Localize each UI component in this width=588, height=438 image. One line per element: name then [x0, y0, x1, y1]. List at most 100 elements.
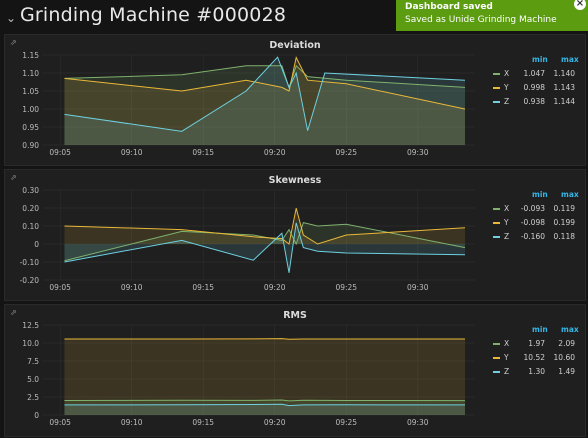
x-tick-label: 09:05 — [49, 283, 71, 292]
y-tick-label: 0 — [34, 240, 39, 249]
y-tick-label: 1.05 — [22, 87, 39, 96]
x-tick-label: 09:10 — [121, 148, 143, 157]
legend-header-max[interactable]: max — [561, 55, 579, 64]
series-x-area — [64, 65, 465, 145]
series-y-line — [64, 208, 466, 245]
legend-swatch[interactable] — [493, 371, 500, 373]
x-tick-label: 09:30 — [407, 418, 429, 427]
external-link-icon[interactable]: ⇗ — [10, 173, 17, 182]
legend-swatch[interactable] — [493, 73, 500, 75]
x-tick-label: 09:25 — [335, 148, 357, 157]
legend-header-min[interactable]: min — [532, 55, 548, 64]
x-tick-label: 09:25 — [335, 418, 357, 427]
x-tick-label: 09:20 — [264, 418, 286, 427]
series-y-area — [64, 208, 465, 244]
legend-swatch[interactable] — [493, 87, 500, 89]
legend-header-max[interactable]: max — [561, 325, 579, 334]
panel-title[interactable]: Deviation — [269, 40, 321, 51]
external-link-icon[interactable]: ⇗ — [10, 38, 17, 47]
rms-chart: 0 2.5 5.0 7.5 10.0 12.5 09:05 09:10 09:15 09:20 09… — [22, 321, 475, 427]
panel-deviation: ⇗ Deviation 0.90 0.95 1.00 1.05 1.10 1.15 09:0… — [4, 34, 586, 166]
series-x-area — [64, 222, 465, 261]
y-tick-label: 0.10 — [22, 222, 39, 231]
skewness-chart: -0.20 -0.10 0 0.10 0.20 0.30 09:05 09:10 09:15 09… — [20, 186, 475, 292]
legend-series-name[interactable]: X — [504, 69, 510, 78]
x-tick-label: 09:05 — [49, 418, 71, 427]
panel-title[interactable]: RMS — [283, 310, 307, 321]
legend-header-min[interactable]: min — [532, 190, 548, 199]
y-tick-label: 1.00 — [22, 105, 39, 114]
y-tick-label: 7.5 — [27, 357, 39, 366]
panel-title[interactable]: Skewness — [268, 175, 322, 186]
legend-header-max[interactable]: max — [561, 190, 579, 199]
y-tick-label: 0.95 — [22, 123, 39, 132]
chevron-down-icon[interactable]: ⌄ — [6, 11, 17, 25]
y-tick-label: 0 — [34, 411, 39, 420]
series-y-line — [64, 338, 465, 340]
series-y-area — [64, 338, 465, 415]
deviation-chart: 0.90 0.95 1.00 1.05 1.10 1.15 09:05 09:10 09:15 0… — [22, 51, 475, 157]
series-z-area — [64, 57, 465, 145]
series-y-line — [64, 56, 466, 110]
deviation-legend: min max X 1.047 1.140 Y 0.998 1.143 Z 0.938 1.144 — [493, 55, 583, 115]
legend-max-value: 10.60 — [553, 353, 575, 362]
legend-max-value: 1.144 — [553, 97, 575, 106]
legend-swatch[interactable] — [493, 222, 500, 224]
legend-series-name[interactable]: Z — [504, 97, 510, 106]
y-tick-label: 1.10 — [22, 69, 39, 78]
x-tick-label: 09:10 — [121, 418, 143, 427]
y-tick-label: 1.15 — [22, 51, 39, 60]
x-tick-label: 09:25 — [335, 283, 357, 292]
legend-swatch[interactable] — [493, 208, 500, 210]
legend-min-value: 1.047 — [523, 69, 545, 78]
series-z-area — [64, 404, 465, 415]
legend-min-value: 0.998 — [523, 83, 545, 92]
legend-series-name[interactable]: X — [504, 339, 510, 348]
series-z-line — [64, 56, 466, 132]
panel-skewness: ⇗ Skewness -0.20 -0.10 0 0.10 0.20 0.30 09:05 0… — [4, 169, 586, 301]
y-tick-label: 10.0 — [22, 339, 39, 348]
legend-swatch[interactable] — [493, 101, 500, 103]
x-tick-label: 09:05 — [49, 148, 71, 157]
y-tick-label: 5.0 — [27, 375, 39, 384]
legend-min-value: -0.093 — [520, 204, 545, 213]
rms-legend: min max X 1.97 2.09 Y 10.52 10.60 Z 1.30 1.49 — [493, 325, 583, 385]
legend-max-value: 1.140 — [553, 69, 575, 78]
x-tick-label: 09:30 — [407, 148, 429, 157]
legend-min-value: 1.30 — [528, 367, 545, 376]
legend-series-name[interactable]: Z — [504, 367, 510, 376]
legend-series-name[interactable]: Z — [504, 232, 510, 241]
legend-series-name[interactable]: Y — [504, 218, 509, 227]
legend-max-value: 2.09 — [558, 339, 575, 348]
y-tick-label: -0.20 — [20, 276, 40, 285]
series-z-line — [64, 222, 465, 273]
legend-max-value: 1.143 — [553, 83, 575, 92]
x-tick-label: 09:30 — [407, 283, 429, 292]
legend-min-value: -0.160 — [520, 232, 545, 241]
close-icon[interactable]: × — [574, 0, 586, 10]
legend-header-min[interactable]: min — [532, 325, 548, 334]
x-tick-label: 09:15 — [192, 148, 214, 157]
legend-swatch[interactable] — [493, 357, 500, 359]
legend-series-name[interactable]: X — [504, 204, 510, 213]
y-tick-label: 0.30 — [22, 186, 39, 195]
legend-series-name[interactable]: Y — [504, 83, 509, 92]
legend-series-name[interactable]: Y — [504, 353, 509, 362]
series-z-line — [64, 403, 465, 407]
legend-swatch[interactable] — [493, 343, 500, 345]
series-y-area — [64, 57, 465, 145]
dashboard-title[interactable]: Grinding Machine #000028 — [20, 4, 287, 26]
series-x-line — [64, 399, 465, 402]
external-link-icon[interactable]: ⇗ — [10, 308, 17, 317]
notification-title: Dashboard saved — [405, 2, 493, 12]
y-tick-label: 0.20 — [22, 204, 39, 213]
legend-min-value: 1.97 — [528, 339, 545, 348]
y-tick-label: -0.10 — [20, 258, 40, 267]
legend-max-value: 1.49 — [558, 367, 575, 376]
legend-swatch[interactable] — [493, 236, 500, 238]
panel-rms: ⇗ RMS 0 2.5 5.0 7.5 10.0 12.5 09:05 09:10 09:15 0… — [4, 304, 586, 437]
series-x-area — [64, 399, 465, 415]
y-tick-label: 12.5 — [22, 321, 39, 330]
legend-min-value: -0.098 — [520, 218, 545, 227]
series-z-area — [64, 222, 465, 273]
